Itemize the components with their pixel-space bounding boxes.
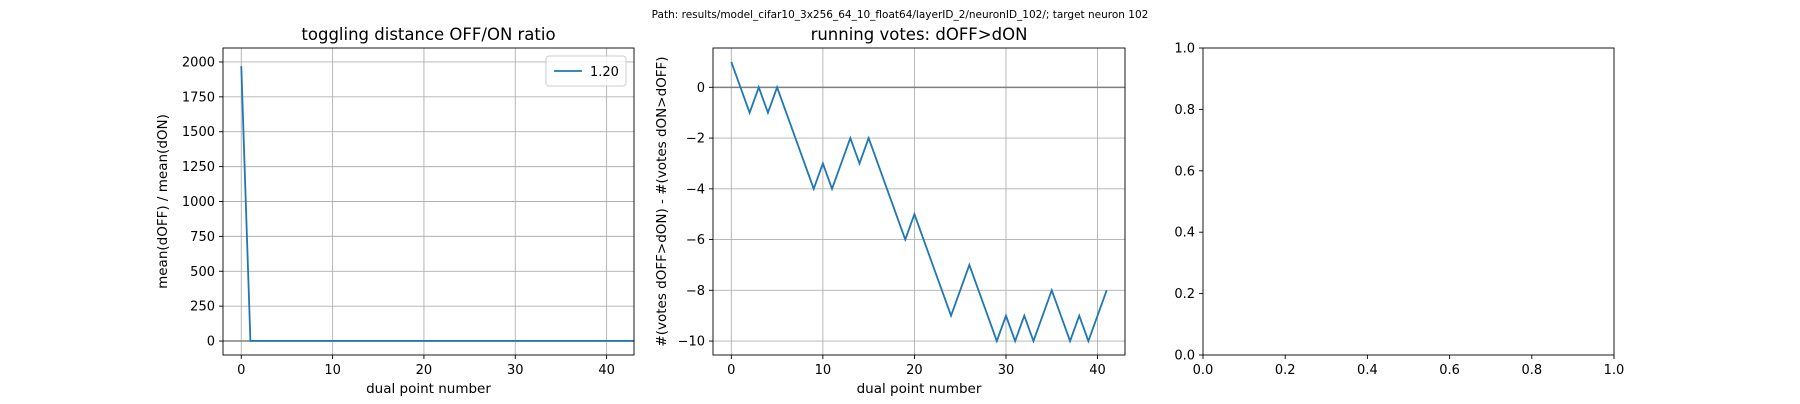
x-tick-label: 0.4 [1357, 363, 1378, 378]
y-tick-label: 0.4 [1174, 226, 1195, 241]
x-tick-label: 0.6 [1439, 363, 1460, 378]
y-tick-label: 0.8 [1174, 103, 1195, 118]
x-tick-label: 40 [1089, 363, 1106, 378]
y-axis-label: #(votes dOFF>dON) - #(votes dON>dOFF) [654, 56, 670, 346]
running-votes-chart: 0 10 20 30 40 0 −2 −4 −6 −8 −10 running votes: dOFF… [654, 25, 1126, 397]
empty-chart: 0.0 0.2 0.4 0.6 0.8 1.0 0.0 0.2 0.4 0.6 0.8 1.0 [1174, 42, 1624, 379]
y-tick-label: −6 [686, 233, 705, 248]
x-tick-label: 30 [507, 363, 524, 378]
y-tick-label: 500 [190, 265, 215, 280]
x-tick-label: 40 [598, 363, 615, 378]
y-tick-label: 1750 [182, 90, 215, 105]
y-tick-label: −2 [686, 132, 705, 147]
y-tick-label: −4 [686, 182, 705, 197]
y-axis-label: mean(dOFF) / mean(dON) [155, 114, 171, 289]
x-tick-label: 10 [324, 363, 341, 378]
x-axis-label: dual point number [366, 381, 491, 397]
y-tick-label: 1500 [182, 125, 215, 140]
y-tick-label: 0 [697, 81, 705, 96]
chart-title: running votes: dOFF>dON [811, 25, 1028, 44]
y-tick-label: 750 [190, 230, 215, 245]
x-tick-label: 20 [906, 363, 923, 378]
plot-area [223, 66, 634, 342]
axes-frame [712, 47, 1126, 356]
x-tick-label: 20 [416, 363, 433, 378]
figure-suptitle: Path: results/model_cifar10_3x256_64_10_… [652, 9, 1149, 21]
x-tick-label: 30 [998, 363, 1015, 378]
legend-box [545, 55, 627, 87]
y-tick-label: 1.0 [1174, 42, 1195, 57]
y-tick-label: −8 [686, 284, 705, 299]
series-line [240, 66, 634, 342]
ratio-chart: 0 10 20 30 40 0 250 500 750 1000 1250 1500 1750 2000 t… [155, 25, 635, 397]
y-tick-label: 0.6 [1174, 164, 1195, 179]
chart-title: toggling distance OFF/ON ratio [301, 25, 555, 44]
x-tick-label: 1.0 [1604, 363, 1625, 378]
x-tick-label: 0.2 [1275, 363, 1296, 378]
y-tick-label: 2000 [182, 55, 215, 70]
axes-frame [1202, 47, 1615, 356]
plot-area [713, 61, 1125, 344]
y-tick-label: 250 [190, 300, 215, 315]
y-tick-label: 1250 [182, 160, 215, 175]
y-tick-label: 0.0 [1174, 349, 1195, 364]
y-tick-label: −10 [678, 335, 705, 350]
y-tick-label: 1000 [182, 195, 215, 210]
x-tick-label: 0 [727, 363, 735, 378]
series-line [730, 61, 1108, 344]
legend: 1.20 [545, 55, 627, 87]
y-tick-label: 0.2 [1174, 287, 1195, 302]
x-tick-label: 10 [815, 363, 832, 378]
legend-label: 1.20 [590, 65, 619, 80]
y-tick-label: 0 [207, 335, 215, 350]
x-axis-label: dual point number [857, 381, 982, 397]
x-tick-label: 0.8 [1521, 363, 1542, 378]
x-tick-label: 0.0 [1193, 363, 1214, 378]
x-tick-label: 0 [237, 363, 245, 378]
